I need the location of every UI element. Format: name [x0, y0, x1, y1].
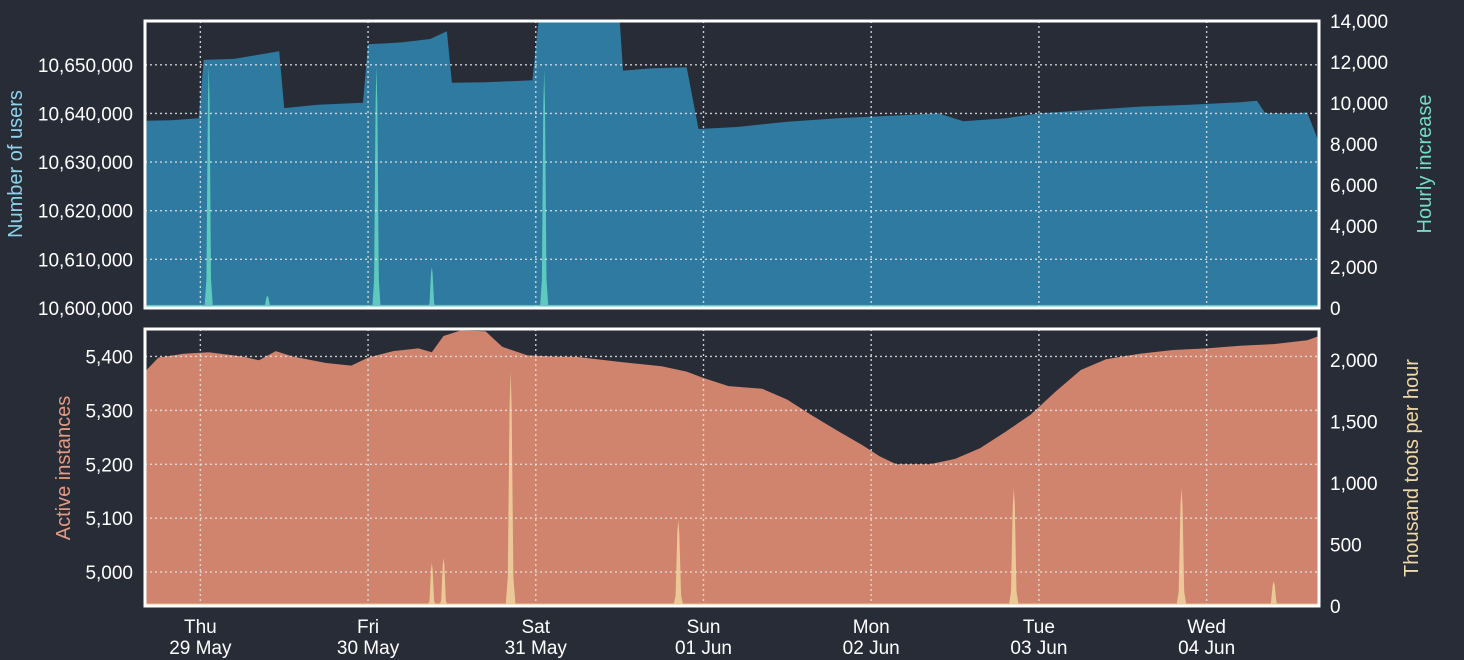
right-tick-label: 2,000 [1330, 351, 1378, 372]
plot-frame [143, 327, 1321, 608]
x-tick-date: 01 Jun [675, 638, 732, 659]
x-tick-day: Tue [1023, 617, 1055, 638]
toots-per-hour-spike [427, 562, 436, 606]
hourly-increase-spike [427, 267, 436, 308]
users-axis-title: Number of users [5, 90, 27, 238]
hourly-increase-spike [540, 70, 549, 308]
right-tick-label: 500 [1330, 535, 1362, 556]
x-tick-day: Mon [853, 617, 890, 638]
x-tick-day: Sat [522, 617, 551, 638]
x-tick-date: 30 May [337, 638, 400, 659]
toots-per-hour-spike [673, 519, 684, 606]
right-tick-label: 0 [1330, 299, 1341, 320]
toots-per-hour-spike [1268, 581, 1279, 606]
toots-per-hour-axis-title: Thousand toots per hour [1401, 359, 1423, 577]
right-tick-label: 10,000 [1330, 94, 1388, 115]
left-tick-label: 5,100 [85, 509, 133, 530]
right-tick-label: 2,000 [1330, 258, 1378, 279]
left-tick-label: 5,300 [85, 401, 133, 422]
left-tick-label: 10,620,000 [38, 202, 133, 223]
toots-per-hour-spike [1008, 487, 1019, 606]
x-tick-day: Wed [1187, 617, 1226, 638]
plot-frame [143, 19, 1321, 310]
right-tick-label: 8,000 [1330, 135, 1378, 156]
x-tick-date: 02 Jun [843, 638, 900, 659]
hourly-increase-spike [204, 66, 213, 308]
x-tick-day: Sun [687, 617, 721, 638]
hourly-increase-baseline [145, 304, 1319, 308]
hourly-increase-axis-title: Hourly increase [1414, 95, 1436, 234]
right-tick-label: 1,500 [1330, 412, 1378, 433]
x-tick-day: Thu [184, 617, 217, 638]
left-tick-label: 5,200 [85, 455, 133, 476]
left-tick-label: 10,610,000 [38, 250, 133, 271]
right-tick-label: 0 [1330, 597, 1341, 618]
right-tick-label: 4,000 [1330, 217, 1378, 238]
right-tick-label: 14,000 [1330, 12, 1388, 33]
users-panel: 10,600,000 10,610,000 10,620,000 10,630,000… [38, 12, 1388, 320]
x-tick-date: 31 May [505, 638, 568, 659]
toots-per-hour-spike [505, 370, 516, 606]
x-tick-day: Fri [357, 617, 379, 638]
left-tick-label: 10,600,000 [38, 299, 133, 320]
toots-per-hour-spike [439, 558, 448, 606]
left-tick-label: 10,650,000 [38, 56, 133, 77]
left-tick-label: 5,000 [85, 563, 133, 584]
toots-per-hour-spike [1176, 487, 1187, 606]
hourly-increase-spike [262, 295, 273, 308]
left-tick-label: 5,400 [85, 347, 133, 368]
left-tick-label: 10,640,000 [38, 104, 133, 125]
active-instances-area [145, 330, 1319, 606]
hourly-increase-spike [372, 66, 381, 308]
x-tick-date: 04 Jun [1178, 638, 1235, 659]
users-area [145, 21, 1319, 308]
left-tick-label: 10,630,000 [38, 153, 133, 174]
active-instances-axis-title: Active instances [53, 396, 75, 541]
right-tick-label: 6,000 [1330, 176, 1378, 197]
right-tick-label: 12,000 [1330, 53, 1388, 74]
right-tick-label: 1,000 [1330, 474, 1378, 495]
x-tick-date: 29 May [169, 638, 232, 659]
instances-panel: 5,000 5,100 5,200 5,300 5,400 0 500 1,000 1,500 2… [85, 327, 1378, 618]
x-tick-date: 03 Jun [1010, 638, 1067, 659]
